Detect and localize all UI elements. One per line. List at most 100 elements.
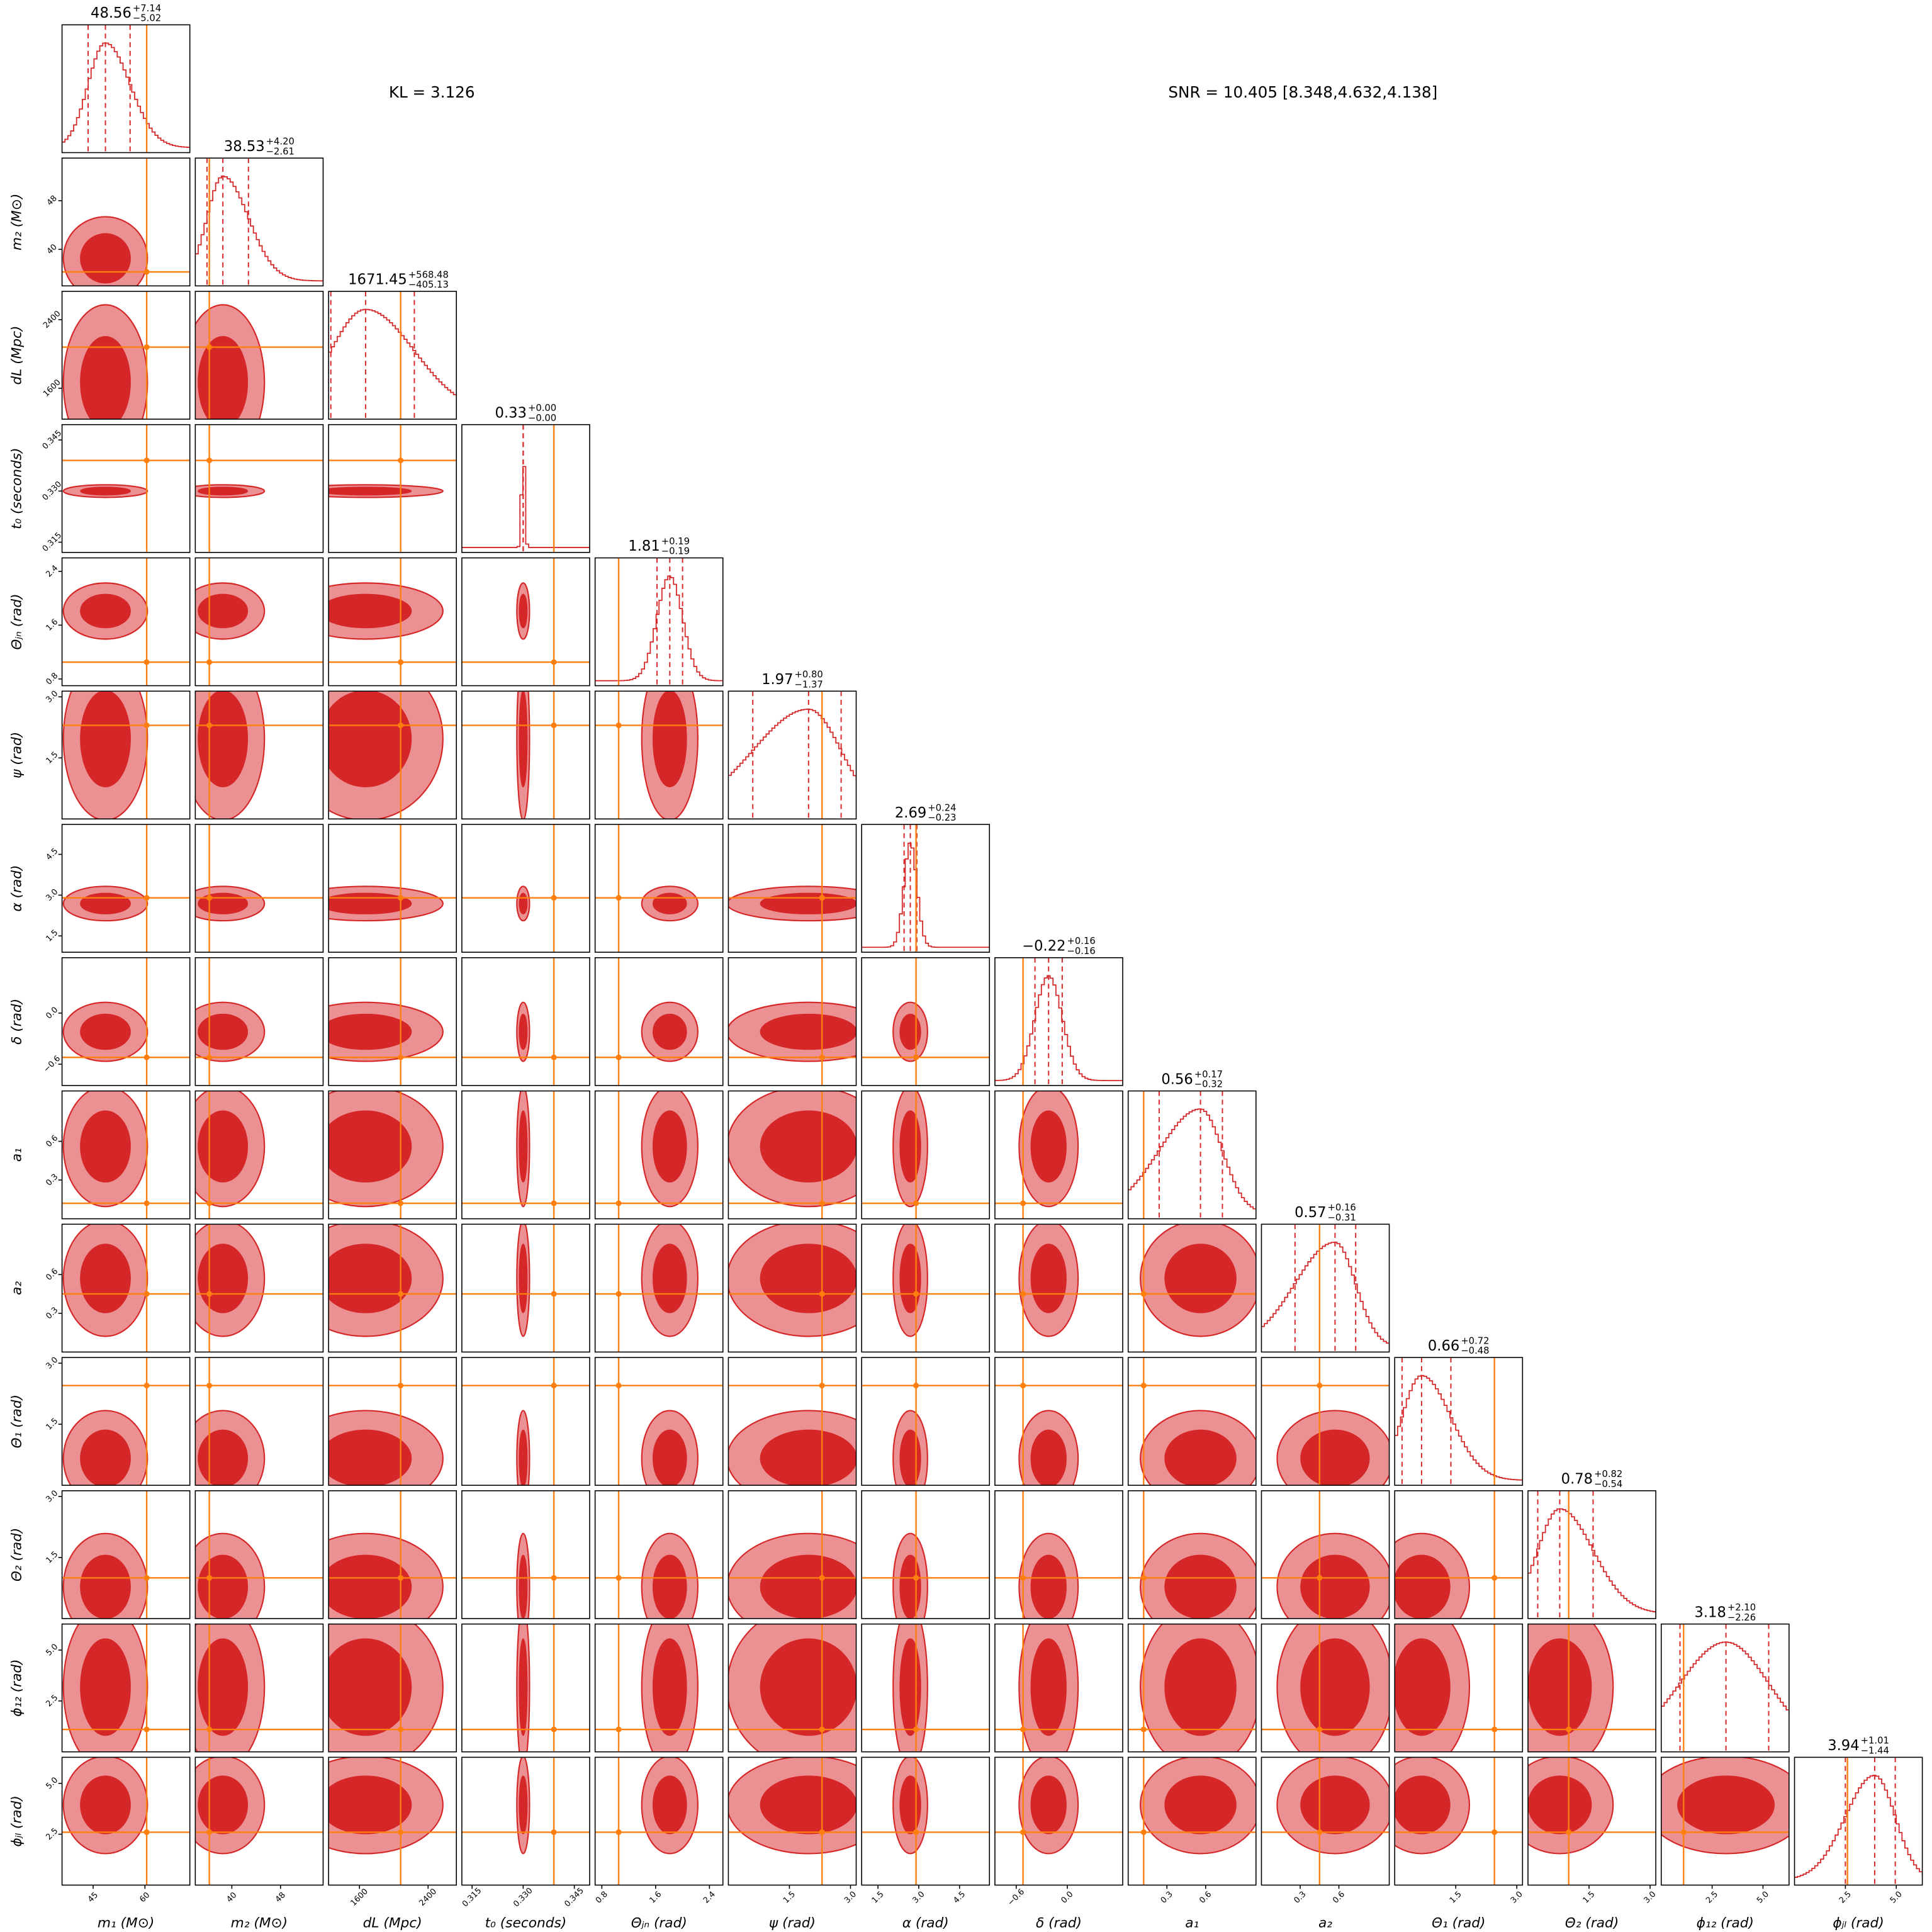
x-tick-label: 2.4 <box>702 1890 717 1906</box>
truth-point <box>819 1291 825 1297</box>
x-tick-label: 5.0 <box>1755 1890 1771 1906</box>
panel-frame <box>328 957 457 1086</box>
panel <box>195 1357 323 1486</box>
y-axis-label: ϕⱼₗ (rad) <box>9 1795 25 1846</box>
truth-point <box>1317 1383 1323 1389</box>
truth-point <box>913 1575 919 1581</box>
credible-region-inner <box>519 691 528 788</box>
x-tick-label: 1.6 <box>648 1890 663 1906</box>
panel <box>994 1490 1123 1619</box>
title-minus: −405.13 <box>408 279 449 290</box>
x-tick-label: 1.5 <box>782 1890 797 1906</box>
truth-point <box>143 722 150 729</box>
credible-region-inner <box>652 892 687 914</box>
credible-region-inner <box>198 892 249 914</box>
credible-region-inner <box>1300 1429 1370 1486</box>
panel <box>62 25 190 153</box>
panel <box>595 957 723 1086</box>
credible-region-inner <box>519 593 528 629</box>
title-median: 0.33 <box>495 405 527 421</box>
credible-region-inner <box>329 593 412 629</box>
panel <box>62 291 190 420</box>
panel <box>862 1624 990 1752</box>
panel-frame <box>594 1623 724 1753</box>
credible-region-inner <box>519 1638 528 1736</box>
panel <box>195 1091 323 1219</box>
marginal-histogram <box>1794 1775 1923 1878</box>
truth-point <box>819 1383 825 1389</box>
panel <box>195 957 323 1086</box>
panel <box>62 824 190 953</box>
credible-region-inner <box>652 1554 687 1619</box>
y-axis-label: a₁ <box>9 1148 25 1162</box>
panel-frame <box>861 824 991 953</box>
truth-point <box>206 1383 213 1389</box>
panel-frame <box>994 1357 1123 1486</box>
panel <box>862 1757 990 1885</box>
truth-point <box>398 1200 404 1206</box>
panel <box>329 291 457 420</box>
y-tick-label: 1.5 <box>44 928 60 944</box>
panel <box>595 1357 723 1486</box>
marginal-histogram <box>62 42 190 149</box>
marginal-histogram <box>1528 1508 1656 1613</box>
panel <box>195 1490 323 1619</box>
panel <box>461 558 590 686</box>
truth-point <box>143 659 150 665</box>
credible-region-inner <box>198 1554 249 1619</box>
truth-point <box>398 1726 404 1733</box>
credible-region-inner <box>1677 1775 1775 1834</box>
credible-region-inner <box>519 1429 528 1486</box>
panel-frame <box>328 291 457 420</box>
truth-point <box>143 1291 150 1297</box>
panel-frame <box>994 1090 1123 1220</box>
panel <box>461 1357 590 1486</box>
panel <box>862 957 990 1086</box>
truth-point <box>819 1726 825 1733</box>
panel-frame <box>861 1623 991 1753</box>
panel-frame <box>727 1223 857 1353</box>
panel-frame <box>461 957 590 1086</box>
panel-frame <box>461 1623 590 1753</box>
credible-region-inner <box>1030 1554 1067 1619</box>
title-minus: −2.26 <box>1727 1612 1756 1623</box>
x-tick-label: 45 <box>86 1890 100 1904</box>
credible-region-inner <box>329 1013 412 1050</box>
credible-region-inner <box>760 1013 856 1050</box>
truth-point <box>1020 1291 1026 1297</box>
x-tick-label: 0.8 <box>594 1890 610 1906</box>
panel-frame <box>1794 1756 1923 1886</box>
truth-point <box>1140 1575 1147 1581</box>
credible-region-inner <box>329 892 412 914</box>
truth-point <box>913 1726 919 1733</box>
panel-frame <box>594 1223 724 1353</box>
panel-frame <box>328 1756 457 1886</box>
panel-frame <box>861 1223 991 1353</box>
credible-region-inner <box>80 1110 131 1183</box>
panel <box>1528 1624 1656 1752</box>
x-tick-label: 1.5 <box>870 1890 886 1906</box>
panel <box>195 1757 323 1885</box>
panel <box>862 824 990 953</box>
panel-frame <box>61 1490 191 1619</box>
panel-frame <box>61 1090 191 1220</box>
panel-frame <box>594 824 724 953</box>
title-median: 1.81 <box>628 538 660 554</box>
credible-region-inner <box>80 1554 131 1619</box>
title-median: 0.78 <box>1561 1471 1593 1488</box>
panel-frame <box>994 1623 1123 1753</box>
x-axis-label: a₂ <box>1318 1916 1332 1931</box>
panel-frame <box>194 424 324 553</box>
x-tick-label: 4.5 <box>952 1890 967 1906</box>
x-tick-label: 1.5 <box>1448 1890 1464 1906</box>
x-tick-label: 3.0 <box>1643 1890 1658 1906</box>
marginal-histogram <box>595 575 723 682</box>
y-tick-label: 5.0 <box>44 1643 60 1658</box>
panel-frame <box>1127 1223 1257 1353</box>
truth-point <box>398 1054 404 1060</box>
x-tick-label: 0.345 <box>563 1886 586 1909</box>
credible-region-inner <box>1164 1775 1237 1834</box>
credible-region-inner <box>760 1638 856 1736</box>
panel <box>195 1624 323 1752</box>
panel <box>461 1624 590 1752</box>
